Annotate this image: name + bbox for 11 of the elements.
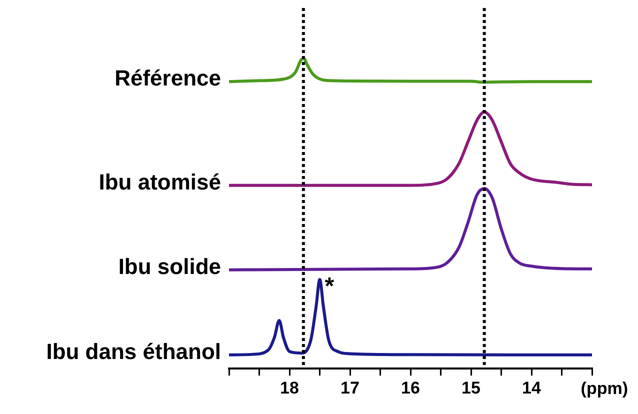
x-tick-label: 15 <box>462 378 480 398</box>
series-label: Ibu atomisé <box>98 169 221 194</box>
x-tick-label: 17 <box>340 378 360 398</box>
x-tick-label: 18 <box>280 378 299 398</box>
x-axis-title: (ppm) <box>580 378 628 398</box>
series-label: Référence <box>114 66 221 91</box>
x-tick-label: 16 <box>401 378 420 398</box>
series-label: Ibu solide <box>118 254 221 279</box>
annotation: * <box>324 273 335 300</box>
x-tick-label: 14 <box>522 378 542 398</box>
series-label: Ibu dans éthanol <box>46 338 221 364</box>
